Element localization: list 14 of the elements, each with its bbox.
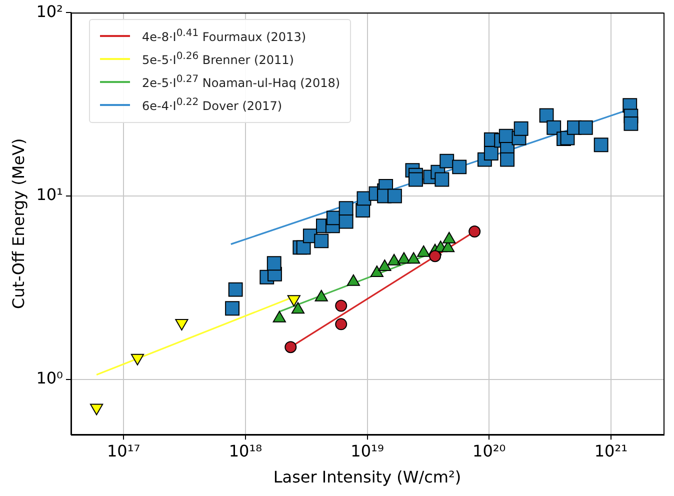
x-tick-label: 10¹⁷ xyxy=(106,441,140,460)
x-axis-title: Laser Intensity (W/cm²) xyxy=(273,468,462,487)
x-tick-label: 10²⁰ xyxy=(472,441,506,460)
legend-label: 6e-4·I$^{0.22}$ Dover (2017) xyxy=(142,97,282,114)
x-tick-label: 10¹⁹ xyxy=(350,441,384,460)
y-axis-title: Cut-Off Energy (MeV) xyxy=(8,138,28,309)
x-tick-label: 10²¹ xyxy=(594,441,628,460)
legend-label: 5e-5·I$^{0.26}$ Brenner (2011) xyxy=(142,51,294,68)
y-tick-label: 10² xyxy=(36,2,63,21)
x-tick-label: 10¹⁸ xyxy=(228,441,262,460)
legend-label: 2e-5·I$^{0.27}$ Noaman-ul-Haq (2018) xyxy=(142,74,340,90)
y-tick-label: 10¹ xyxy=(36,185,63,204)
legend-label: 4e-8·I$^{0.41}$ Fourmaux (2013) xyxy=(142,28,306,44)
y-tick-label: 10⁰ xyxy=(36,368,63,388)
